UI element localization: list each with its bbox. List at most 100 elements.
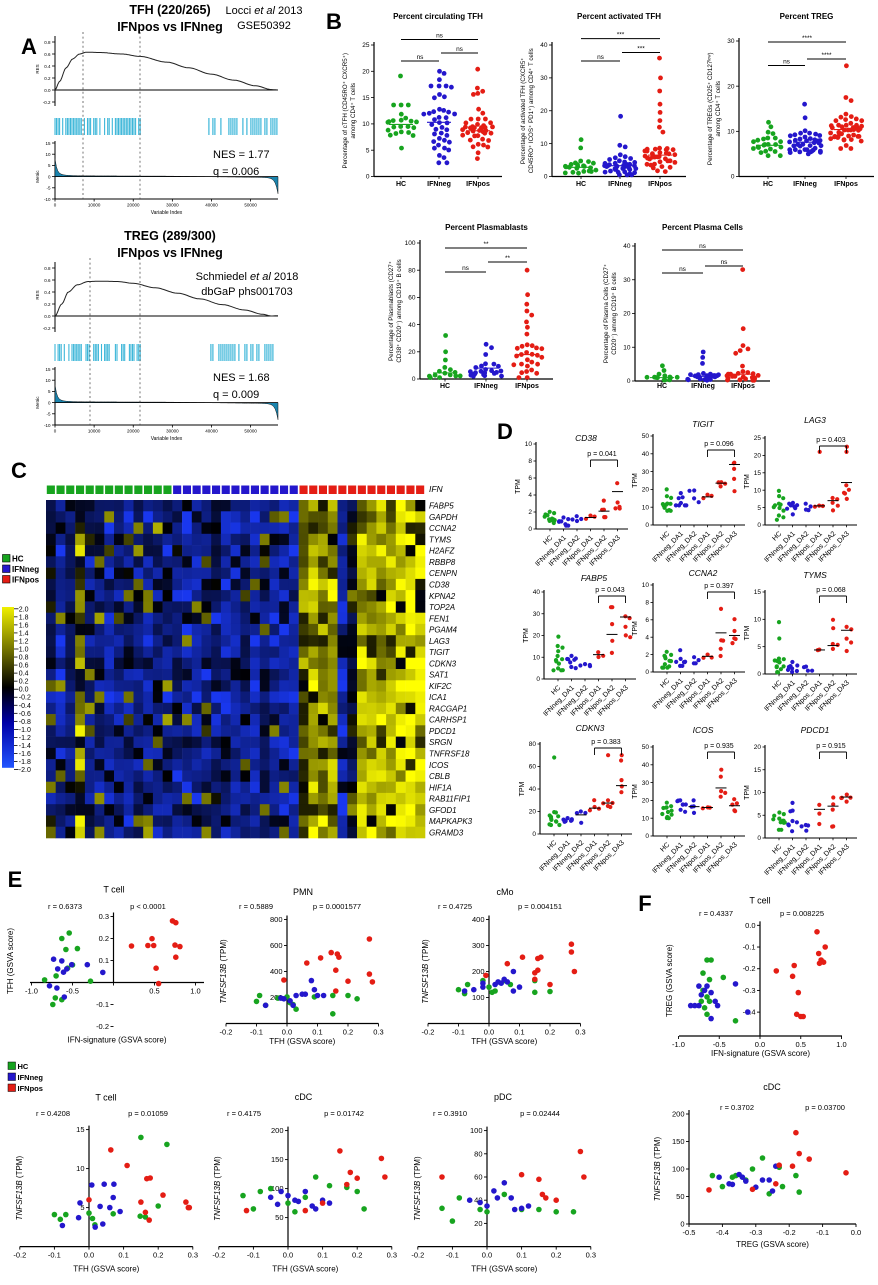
svg-text:-0.1: -0.1 — [48, 1251, 61, 1260]
svg-text:r = 0.3910: r = 0.3910 — [433, 1109, 467, 1118]
svg-text:6: 6 — [528, 475, 532, 482]
svg-text:0.3: 0.3 — [387, 1251, 397, 1260]
svg-text:cDC: cDC — [763, 1082, 781, 1092]
svg-text:p = 0.043: p = 0.043 — [595, 587, 624, 594]
svg-text:TFH (GSVA score): TFH (GSVA score) — [6, 928, 15, 994]
svg-text:0.6: 0.6 — [44, 278, 51, 283]
svg-text:50: 50 — [676, 1192, 684, 1201]
svg-text:60: 60 — [474, 1173, 482, 1182]
svg-text:80: 80 — [408, 267, 416, 274]
svg-text:0.0: 0.0 — [484, 1028, 494, 1037]
svg-text:10: 10 — [76, 1164, 84, 1173]
svg-text:-0.8: -0.8 — [19, 719, 31, 726]
svg-text:0.2: 0.2 — [44, 302, 51, 307]
svg-text:0.8: 0.8 — [19, 655, 29, 662]
svg-text:Variable Index: Variable Index — [151, 436, 183, 442]
svg-text:HC: HC — [657, 383, 667, 390]
svg-text:4: 4 — [528, 492, 532, 499]
svg-text:0.3: 0.3 — [586, 1251, 596, 1260]
svg-text:20000: 20000 — [127, 203, 140, 208]
svg-text:TNFSF13B (TPM): TNFSF13B (TPM) — [421, 939, 430, 1004]
svg-text:0: 0 — [757, 522, 761, 529]
svg-text:Percentage of cTFH (CD45RO⁺ C: Percentage of cTFH (CD45RO⁺ CXCR5⁺) — [342, 53, 349, 169]
svg-text:0.1: 0.1 — [312, 1028, 322, 1037]
svg-text:NES = 1.68: NES = 1.68 — [213, 372, 270, 384]
svg-text:0: 0 — [731, 174, 735, 181]
svg-text:0.0: 0.0 — [482, 1251, 492, 1260]
svg-text:0.0: 0.0 — [283, 1251, 293, 1260]
svg-text:1.6: 1.6 — [19, 622, 29, 629]
svg-text:-0.5: -0.5 — [683, 1228, 696, 1237]
svg-text:TREG (GSVA score): TREG (GSVA score) — [665, 944, 674, 1017]
svg-text:0.1: 0.1 — [118, 1251, 128, 1260]
svg-text:TFH (220/265): TFH (220/265) — [129, 3, 210, 17]
svg-text:10: 10 — [623, 344, 631, 351]
svg-text:5: 5 — [757, 505, 761, 512]
svg-text:0.8: 0.8 — [44, 40, 51, 45]
svg-text:40: 40 — [642, 451, 650, 458]
svg-text:IFN-signature (GSVA score): IFN-signature (GSVA score) — [711, 1049, 810, 1058]
svg-text:-0.2: -0.2 — [96, 1022, 109, 1031]
svg-text:-0.2: -0.2 — [43, 326, 51, 331]
svg-text:TPM: TPM — [519, 781, 526, 796]
svg-text:25: 25 — [754, 435, 762, 442]
svg-text:IFNpos: IFNpos — [18, 1084, 43, 1093]
svg-text:1.0: 1.0 — [836, 1040, 846, 1049]
svg-text:TPM: TPM — [744, 625, 751, 640]
svg-text:0.0: 0.0 — [44, 88, 51, 93]
svg-text:15: 15 — [76, 1125, 84, 1134]
svg-text:-0.1: -0.1 — [96, 1000, 109, 1009]
svg-text:LAG3: LAG3 — [804, 415, 826, 425]
svg-text:q = 0.006: q = 0.006 — [213, 166, 259, 178]
svg-text:0.8: 0.8 — [44, 266, 51, 271]
svg-text:TYMS: TYMS — [803, 570, 827, 580]
svg-text:0.0: 0.0 — [84, 1251, 94, 1260]
svg-text:TOP2A: TOP2A — [429, 603, 455, 612]
svg-text:20: 20 — [727, 83, 735, 90]
svg-text:50: 50 — [275, 1213, 283, 1222]
svg-text:-1.0: -1.0 — [19, 727, 31, 734]
svg-text:TREG (GSVA score): TREG (GSVA score) — [736, 1240, 809, 1249]
svg-text:TPM: TPM — [744, 785, 751, 800]
svg-text:cMo: cMo — [496, 887, 513, 897]
svg-text:0.2: 0.2 — [545, 1028, 555, 1037]
svg-text:0.1: 0.1 — [99, 956, 109, 965]
svg-text:MAPKAPK3: MAPKAPK3 — [429, 817, 473, 826]
svg-text:40: 40 — [533, 589, 541, 596]
svg-text:Percentage of Plasmablasts (CD: Percentage of Plasmablasts (CD27⁺ — [388, 261, 395, 361]
svg-text:p = 0.915: p = 0.915 — [816, 743, 845, 750]
svg-text:5: 5 — [80, 1203, 84, 1212]
svg-text:5: 5 — [48, 389, 51, 394]
svg-text:IFNpos: IFNpos — [834, 181, 858, 188]
svg-text:30: 30 — [642, 469, 650, 476]
svg-text:-1.4: -1.4 — [19, 743, 31, 750]
svg-text:TNFSF13B (TPM): TNFSF13B (TPM) — [413, 1156, 422, 1221]
svg-text:TPM: TPM — [632, 784, 639, 799]
svg-text:-0.1: -0.1 — [446, 1251, 459, 1260]
svg-text:IFNpos: IFNpos — [12, 576, 40, 585]
svg-text:-0.1: -0.1 — [743, 943, 756, 952]
svg-text:E: E — [8, 867, 23, 892]
svg-text:Percent circulating TFH: Percent circulating TFH — [393, 12, 483, 21]
svg-text:0: 0 — [757, 671, 761, 678]
svg-text:ICOS: ICOS — [429, 761, 449, 770]
svg-text:60: 60 — [529, 764, 537, 771]
svg-text:IFNneg: IFNneg — [474, 383, 498, 390]
svg-text:TPM: TPM — [744, 474, 751, 489]
svg-text:TPM: TPM — [632, 621, 639, 636]
svg-text:RES: RES — [35, 64, 40, 73]
svg-text:-0.2: -0.2 — [411, 1251, 424, 1260]
svg-text:***: *** — [637, 46, 645, 53]
svg-text:20: 20 — [540, 108, 548, 115]
svg-text:TNFSF13B (TPM): TNFSF13B (TPM) — [213, 1156, 222, 1221]
svg-text:p = 0.01742: p = 0.01742 — [324, 1109, 364, 1118]
svg-text:CD45RO⁺ ICOS⁺ PD1⁺) among CD4⁺: CD45RO⁺ ICOS⁺ PD1⁺) among CD4⁺ T cells — [528, 48, 535, 173]
svg-text:q = 0.009: q = 0.009 — [213, 389, 259, 401]
svg-text:TFH (GSVA score): TFH (GSVA score) — [73, 1265, 139, 1274]
svg-text:HC: HC — [440, 383, 450, 390]
svg-text:10: 10 — [45, 378, 51, 383]
svg-text:Percentage of Plasma Cells (CD: Percentage of Plasma Cells (CD27⁺ — [603, 264, 610, 363]
svg-text:0.3: 0.3 — [575, 1028, 585, 1037]
svg-text:TNFSF13B (TPM): TNFSF13B (TPM) — [219, 939, 228, 1004]
svg-text:0.2: 0.2 — [19, 679, 29, 686]
